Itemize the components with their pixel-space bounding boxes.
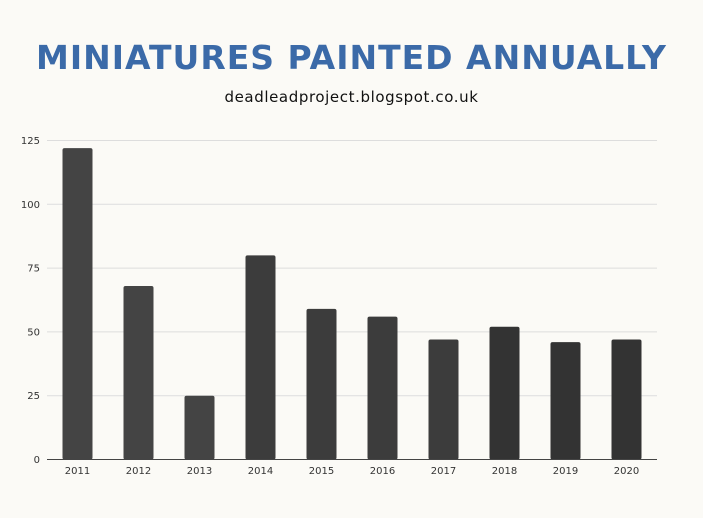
y-tick-label: 125 — [21, 136, 40, 147]
bar-2019 — [550, 342, 581, 460]
bar-2014 — [245, 255, 276, 460]
x-tick-label: 2012 — [126, 466, 151, 477]
bar-2016 — [367, 316, 398, 460]
x-tick-label: 2015 — [309, 466, 334, 477]
bar-2020 — [611, 339, 642, 460]
x-axis-ticks: 2011 2012 2013 2014 2015 2016 2017 2018 2019 2020 — [65, 466, 639, 477]
y-tick-label: 100 — [21, 200, 40, 211]
bar-2015 — [306, 308, 337, 460]
x-tick-label: 2020 — [614, 466, 639, 477]
bar-2017 — [428, 339, 459, 460]
x-tick-label: 2018 — [492, 466, 517, 477]
x-tick-label: 2016 — [370, 466, 395, 477]
chart-title: MINIATURES PAINTED ANNUALLY — [36, 38, 667, 77]
x-tick-label: 2013 — [187, 466, 212, 477]
x-tick-label: 2017 — [431, 466, 456, 477]
x-tick-label: 2014 — [248, 466, 273, 477]
bars — [62, 148, 642, 460]
bar-2018 — [489, 326, 520, 460]
y-tick-label: 75 — [27, 264, 40, 275]
y-tick-label: 25 — [27, 391, 40, 402]
y-tick-label: 50 — [27, 327, 40, 338]
x-tick-label: 2019 — [553, 466, 578, 477]
bar-2013 — [184, 395, 215, 460]
x-tick-label: 2011 — [65, 466, 90, 477]
bar-2012 — [123, 285, 154, 460]
chart-subtitle: deadleadproject.blogspot.co.uk — [224, 88, 479, 106]
y-axis-ticks: 0 25 50 75 100 125 — [21, 136, 40, 466]
bar-2011 — [62, 148, 93, 460]
y-tick-label: 0 — [34, 455, 40, 466]
